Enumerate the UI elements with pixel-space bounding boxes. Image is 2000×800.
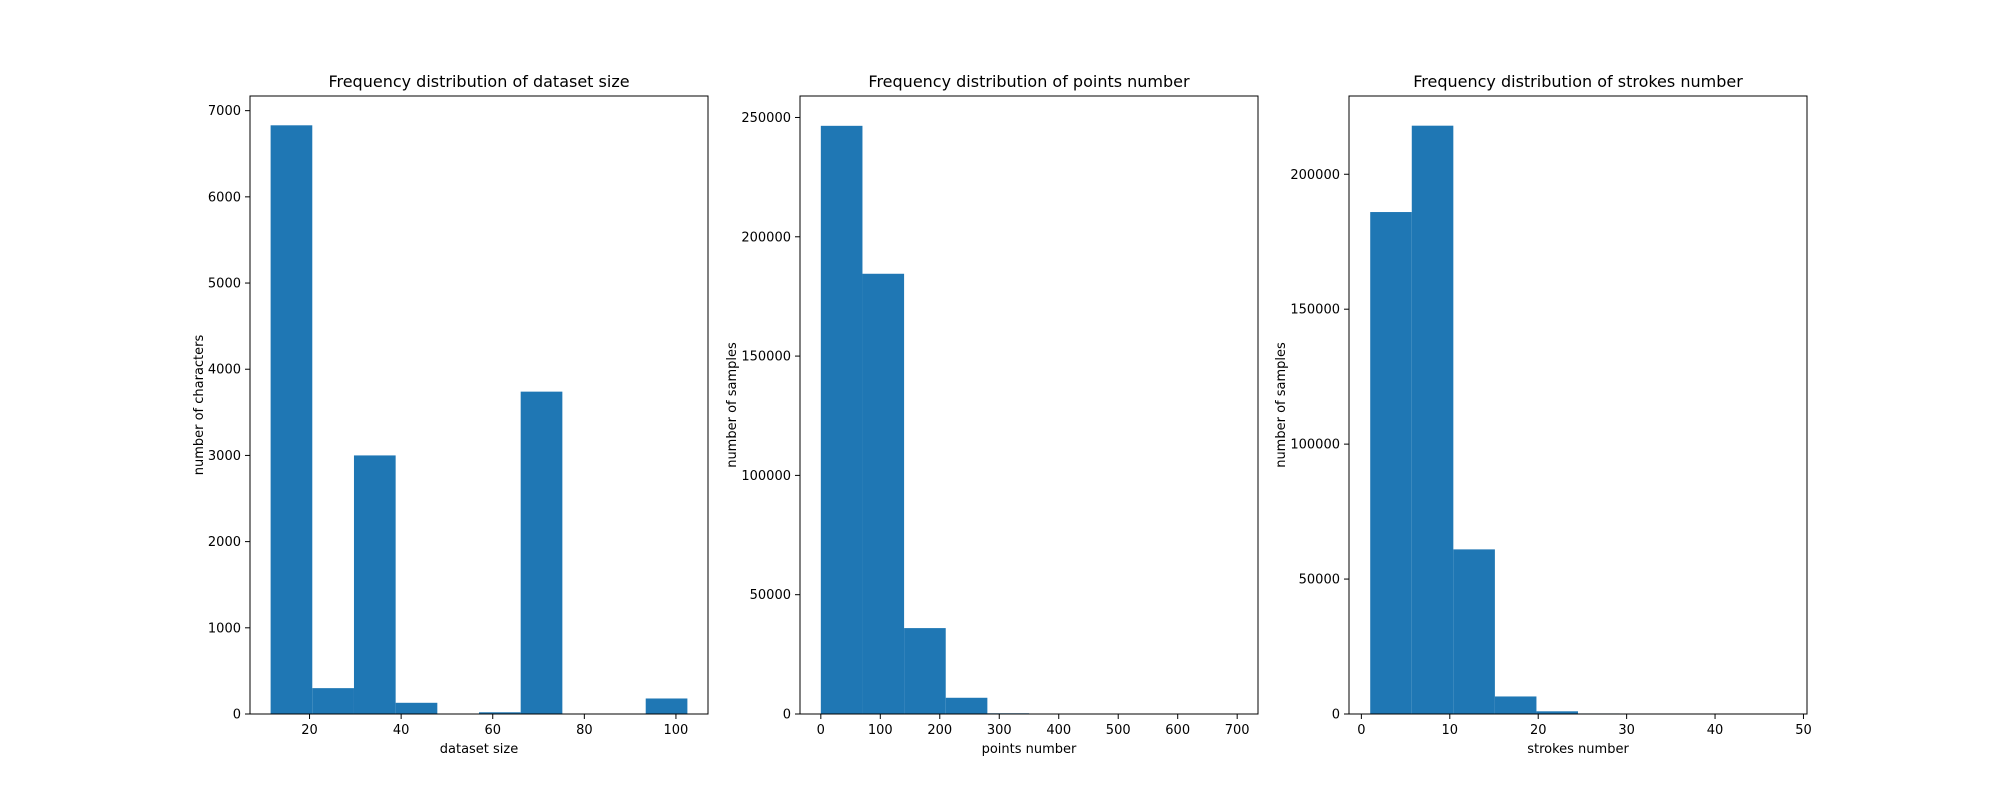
x-tick-label: 80 (576, 723, 593, 738)
x-tick-label: 20 (301, 723, 318, 738)
y-tick-label: 0 (783, 708, 791, 723)
y-axis-label: number of samples (1274, 342, 1289, 468)
axes-frame (799, 95, 1259, 715)
histogram-bar (270, 125, 313, 715)
x-tick-label: 100 (868, 723, 893, 738)
histogram-bar (520, 391, 563, 714)
histogram-bar (353, 455, 396, 714)
x-tick-label: 300 (987, 723, 1012, 738)
y-tick-label: 50000 (750, 588, 791, 603)
y-tick-label: 250000 (741, 111, 791, 126)
y-tick-label: 2000 (208, 535, 241, 550)
histogram-bar (904, 628, 946, 714)
x-tick-label: 0 (817, 723, 825, 738)
y-tick-label: 100000 (741, 469, 791, 484)
x-tick-label: 20 (1530, 723, 1547, 738)
y-tick-label: 6000 (208, 190, 241, 205)
y-tick-label: 4000 (208, 363, 241, 378)
chart-title: Frequency distribution of strokes number (1413, 72, 1743, 91)
y-axis-label: number of characters (192, 334, 207, 475)
y-tick-label: 0 (1332, 708, 1340, 723)
histogram-bar (945, 697, 988, 714)
y-axis-label: number of samples (725, 342, 740, 468)
histogram-bar (1453, 549, 1495, 714)
y-tick-label: 1000 (208, 621, 241, 636)
x-tick-label: 600 (1165, 723, 1190, 738)
x-axis-label: strokes number (1527, 742, 1629, 757)
x-tick-label: 40 (1707, 723, 1724, 738)
x-tick-label: 200 (927, 723, 952, 738)
chart-title: Frequency distribution of dataset size (328, 72, 629, 91)
chart-title: Frequency distribution of points number (868, 72, 1190, 91)
y-tick-label: 0 (233, 708, 241, 723)
y-tick-label: 5000 (208, 277, 241, 292)
axes-frame (1348, 95, 1808, 715)
y-tick-label: 50000 (1299, 573, 1340, 588)
y-tick-label: 150000 (741, 350, 791, 365)
y-tick-label: 3000 (208, 449, 241, 464)
x-tick-label: 100 (664, 723, 689, 738)
histogram-bar (820, 125, 863, 715)
chart-panel-3: 0 10 20 30 40 50 0 50000 100000 150000 200000 Frequ… (1274, 72, 1812, 757)
y-tick-label: 7000 (208, 104, 241, 119)
y-tick-label: 200000 (741, 230, 791, 245)
x-tick-label: 10 (1442, 723, 1459, 738)
histogram-bar (1370, 212, 1412, 714)
x-tick-label: 60 (484, 723, 501, 738)
histogram-bar (395, 702, 438, 714)
y-tick-label: 100000 (1290, 438, 1340, 453)
axes-frame (249, 95, 709, 715)
histogram-bar (479, 712, 521, 714)
y-tick-label: 150000 (1290, 303, 1340, 318)
x-tick-label: 500 (1106, 723, 1131, 738)
chart-panel-1: 20 40 60 80 10001000200030004000500060007000… (192, 72, 709, 757)
histogram-bar (1494, 696, 1537, 714)
x-tick-label: 50 (1795, 723, 1812, 738)
histogram-bar (1536, 711, 1578, 714)
histogram-bar (645, 698, 688, 714)
x-tick-label: 700 (1225, 723, 1250, 738)
x-axis-label: dataset size (440, 742, 519, 757)
chart-panel-2: 0 100 200 300 400 500 600 700 0 50000 100000 150000… (725, 72, 1259, 757)
x-tick-label: 40 (393, 723, 410, 738)
x-tick-label: 0 (1357, 723, 1365, 738)
x-axis-label: points number (982, 742, 1077, 757)
histogram-bar (1411, 125, 1454, 714)
y-tick-label: 200000 (1290, 168, 1340, 183)
x-tick-label: 400 (1046, 723, 1071, 738)
histogram-bar (312, 688, 354, 714)
x-tick-label: 30 (1618, 723, 1635, 738)
histogram-bar (862, 273, 905, 714)
